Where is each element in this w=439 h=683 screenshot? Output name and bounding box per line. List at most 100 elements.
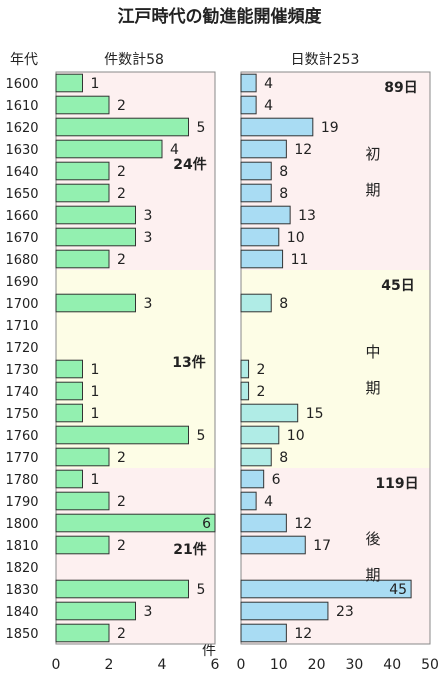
value-label-count-1610: 2 xyxy=(117,98,126,114)
value-label-count-1850: 2 xyxy=(117,626,126,642)
bar-count-1790 xyxy=(55,491,110,511)
bar-days-1650 xyxy=(240,183,272,203)
value-label-count-1780: 1 xyxy=(91,472,100,488)
bar-count-1780 xyxy=(55,469,83,489)
bar-days-1830 xyxy=(240,579,412,599)
value-label-count-1750: 1 xyxy=(91,406,100,422)
left-unit-label: 件 xyxy=(202,643,216,659)
period-days-label-2: 45日 xyxy=(381,278,414,294)
bar-days-1600 xyxy=(240,73,257,93)
value-label-count-1810: 2 xyxy=(117,538,126,554)
value-label-count-1680: 2 xyxy=(117,252,126,268)
category-label-1710: 1710 xyxy=(5,319,38,334)
value-label-days-1830: 45 xyxy=(389,582,407,598)
period-name-char-2-1: 中 xyxy=(365,343,380,361)
bar-days-1850 xyxy=(240,623,287,643)
x-tick-2-50: 50 xyxy=(421,657,439,673)
bar-days-1700 xyxy=(240,293,272,313)
bar-days-1630 xyxy=(240,139,287,159)
bar-count-1740 xyxy=(55,381,83,401)
category-label-1760: 1760 xyxy=(5,429,38,444)
value-label-count-1740: 1 xyxy=(91,384,100,400)
bar-days-1810 xyxy=(240,535,306,555)
x-tick-1-2: 2 xyxy=(105,657,114,673)
category-label-1780: 1780 xyxy=(5,473,38,488)
bar-count-1630 xyxy=(55,139,163,159)
value-label-days-1770: 8 xyxy=(279,450,288,466)
x-tick-2-20: 20 xyxy=(308,657,326,673)
panel-frame-1 xyxy=(55,71,216,645)
category-label-1770: 1770 xyxy=(5,451,38,466)
value-label-count-1660: 3 xyxy=(144,208,153,224)
bar-days-1620 xyxy=(240,117,314,137)
value-label-days-1670: 10 xyxy=(287,230,305,246)
bar-days-1670 xyxy=(240,227,280,247)
value-label-days-1800: 12 xyxy=(294,516,312,532)
bar-days-1780 xyxy=(240,469,265,489)
value-label-count-1830: 5 xyxy=(197,582,206,598)
bar-count-1610 xyxy=(55,95,110,115)
x-tick-2-30: 30 xyxy=(345,657,363,673)
row-header: 年代 xyxy=(10,52,38,68)
bar-count-1600 xyxy=(55,73,83,93)
value-label-days-1640: 8 xyxy=(279,164,288,180)
category-label-1830: 1830 xyxy=(5,583,38,598)
value-label-days-1660: 13 xyxy=(298,208,316,224)
bar-days-1750 xyxy=(240,403,299,423)
period-count-label-2: 13件 xyxy=(172,354,205,371)
value-label-days-1610: 4 xyxy=(264,98,273,114)
period-name-char-1-2: 期 xyxy=(365,181,380,199)
bar-days-1790 xyxy=(240,491,257,511)
category-label-1650: 1650 xyxy=(5,187,38,202)
value-label-days-1700: 8 xyxy=(279,296,288,312)
bar-count-1800 xyxy=(55,513,216,533)
bar-count-1760 xyxy=(55,425,189,445)
chart-labels: 1600161016201630164016501660167016801690… xyxy=(5,76,438,673)
bar-days-1680 xyxy=(240,249,284,269)
period-days-label-1: 89日 xyxy=(384,80,417,96)
value-label-count-1600: 1 xyxy=(91,76,100,92)
category-label-1750: 1750 xyxy=(5,407,38,422)
value-label-count-1620: 5 xyxy=(197,120,206,136)
value-label-days-1810: 17 xyxy=(313,538,331,554)
period-count-label-3: 21件 xyxy=(173,541,206,558)
chart-title: 江戸時代の勧進能開催頻度 xyxy=(118,6,323,27)
value-label-days-1760: 10 xyxy=(287,428,305,444)
category-label-1800: 1800 xyxy=(5,517,38,532)
category-label-1700: 1700 xyxy=(5,297,38,312)
value-label-count-1840: 3 xyxy=(144,604,153,620)
x-tick-1-4: 4 xyxy=(158,657,167,673)
value-label-days-1840: 23 xyxy=(336,604,354,620)
category-label-1630: 1630 xyxy=(5,143,38,158)
bar-count-1620 xyxy=(55,117,189,137)
category-label-1600: 1600 xyxy=(5,77,38,92)
bar-days-1660 xyxy=(240,205,291,225)
bar-days-1800 xyxy=(240,513,287,533)
x-tick-2-40: 40 xyxy=(383,657,401,673)
value-label-count-1760: 5 xyxy=(197,428,206,444)
bar-count-1830 xyxy=(55,579,189,599)
category-label-1680: 1680 xyxy=(5,253,38,268)
category-label-1740: 1740 xyxy=(5,385,38,400)
value-label-days-1620: 19 xyxy=(321,120,339,136)
value-label-count-1770: 2 xyxy=(117,450,126,466)
x-tick-1-0: 0 xyxy=(52,657,61,673)
x-tick-2-10: 10 xyxy=(270,657,288,673)
bar-count-1850 xyxy=(55,623,110,643)
panel-frames xyxy=(55,71,431,645)
bars xyxy=(55,73,412,643)
bar-days-1640 xyxy=(240,161,272,181)
category-label-1620: 1620 xyxy=(5,121,38,136)
period-name-char-1-1: 初 xyxy=(365,145,380,163)
bar-count-1680 xyxy=(55,249,110,269)
category-label-1810: 1810 xyxy=(5,539,38,554)
bar-days-1760 xyxy=(240,425,280,445)
bar-count-1770 xyxy=(55,447,110,467)
value-label-days-1850: 12 xyxy=(294,626,312,642)
category-label-1640: 1640 xyxy=(5,165,38,180)
period-count-label-1: 24件 xyxy=(173,156,206,173)
bar-count-1670 xyxy=(55,227,136,247)
value-label-days-1650: 8 xyxy=(279,186,288,202)
category-label-1670: 1670 xyxy=(5,231,38,246)
value-label-count-1650: 2 xyxy=(117,186,126,202)
